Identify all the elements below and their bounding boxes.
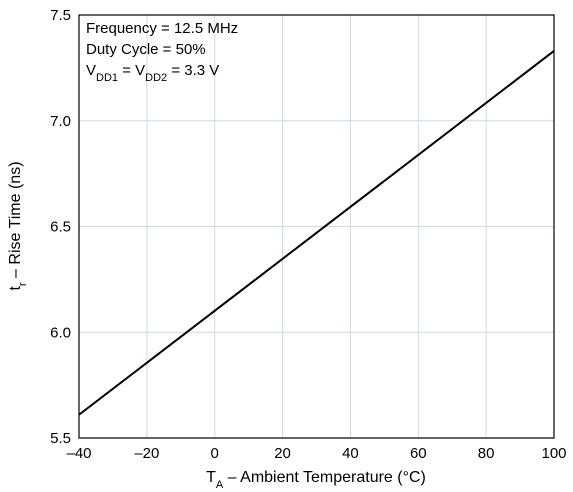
annotation-vdd: VDD1 = VDD2 = 3.3 V <box>86 62 219 84</box>
gridlines <box>79 15 554 438</box>
series-layer <box>78 50 555 416</box>
annotation-frequency: Frequency = 12.5 MHz <box>86 20 238 37</box>
y-tick-label: 6.5 <box>50 219 71 236</box>
y-axis-title: tr – Rise Time (ns) <box>7 161 29 290</box>
x-tick-label: 40 <box>342 445 359 462</box>
y-tick-label: 5.5 <box>50 430 71 447</box>
x-tick-label: –40 <box>66 445 91 462</box>
x-tick-label: 80 <box>478 445 495 462</box>
y-tick-label: 7.5 <box>50 7 71 24</box>
rise-time-line <box>78 50 555 416</box>
x-tick-labels: –40 –20 0 20 40 60 80 100 <box>66 445 566 462</box>
x-axis-title: TA – Ambient Temperature (°C) <box>206 469 426 491</box>
x-tick-label: –20 <box>134 445 159 462</box>
x-tick-label: 0 <box>211 445 219 462</box>
plot-frame <box>78 14 555 439</box>
x-tick-label: 100 <box>541 445 566 462</box>
y-tick-label: 7.0 <box>50 113 71 130</box>
x-tick-label: 20 <box>274 445 291 462</box>
y-tick-label: 6.0 <box>50 324 71 341</box>
annotation-duty-cycle: Duty Cycle = 50% <box>86 41 206 58</box>
x-tick-label: 60 <box>410 445 427 462</box>
y-tick-labels: 5.5 6.0 6.5 7.0 7.5 <box>50 7 71 447</box>
